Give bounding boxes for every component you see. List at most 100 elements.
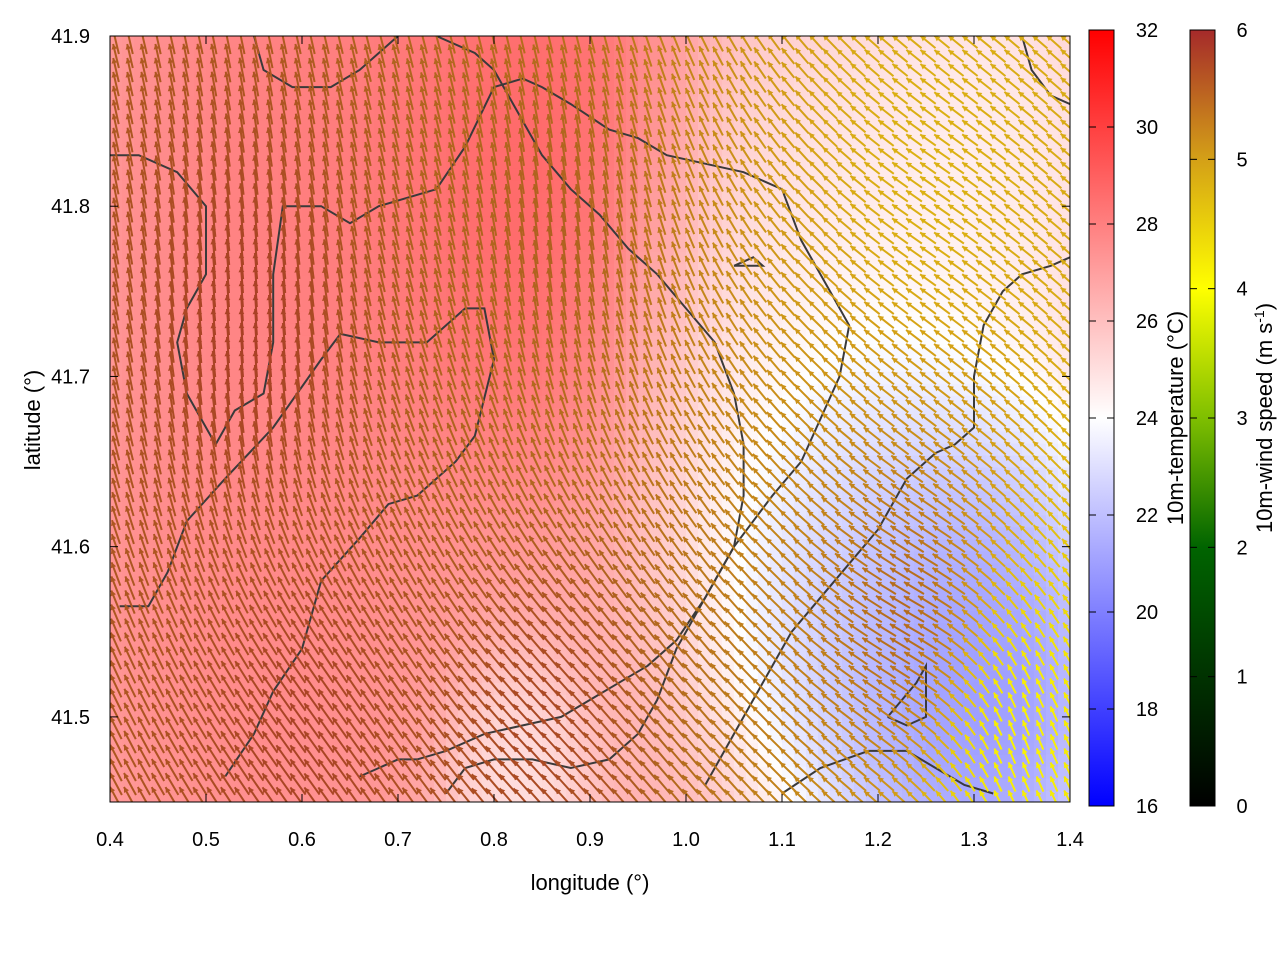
- heatmap-cell: [158, 227, 171, 241]
- heatmap-cell: [242, 119, 255, 133]
- heatmap-cell: [158, 383, 171, 396]
- heatmap-cell: [242, 83, 255, 97]
- heatmap-cell: [134, 706, 147, 719]
- heatmap-cell: [242, 275, 255, 288]
- heatmap-cell: [242, 442, 255, 456]
- heatmap-cell: [230, 347, 243, 360]
- heatmap-cell: [158, 83, 171, 97]
- heatmap-cell: [230, 203, 243, 217]
- heatmap-cell: [242, 155, 255, 169]
- heatmap-cell: [242, 287, 255, 300]
- heatmap-cell: [242, 203, 255, 217]
- heatmap-cell: [806, 323, 819, 336]
- heatmap-cell: [782, 598, 795, 612]
- heatmap-cell: [158, 263, 171, 276]
- heatmap-cell: [986, 610, 999, 624]
- heatmap-cell: [230, 335, 243, 348]
- heatmap-cell: [134, 754, 147, 767]
- heatmap-cell: [158, 107, 171, 121]
- heatmap-cell: [158, 215, 171, 229]
- heatmap-cell: [974, 514, 987, 528]
- heatmap-cell: [218, 706, 231, 719]
- heatmap-cell: [218, 670, 231, 683]
- heatmap-cell: [230, 311, 243, 324]
- heatmap-cell: [866, 790, 879, 802]
- heatmap-cell: [770, 311, 783, 324]
- heatmap-cell: [242, 95, 255, 109]
- heatmap-cell: [158, 299, 171, 312]
- heatmap-cell: [242, 371, 255, 384]
- heatmap-cell: [158, 36, 171, 49]
- heatmap-cell: [158, 287, 171, 300]
- heatmap-cell: [242, 299, 255, 312]
- heatmap-cell: [1034, 131, 1047, 145]
- heatmap-cell: [146, 263, 159, 276]
- heatmap-cell: [158, 311, 171, 324]
- heatmap-cell: [218, 790, 231, 802]
- heatmap-cell: [110, 466, 123, 480]
- heatmap-cell: [218, 754, 231, 767]
- heatmap-cell: [242, 36, 255, 49]
- heatmap-cell: [230, 263, 243, 276]
- heatmap-cell: [242, 323, 255, 336]
- heatmap-cell: [794, 36, 807, 49]
- heatmap-cell: [770, 670, 783, 683]
- heatmap-cell: [158, 466, 171, 480]
- heatmap-cell: [242, 59, 255, 73]
- heatmap-cell: [866, 48, 879, 61]
- heatmap-cell: [686, 586, 699, 600]
- heatmap-cell: [230, 251, 243, 264]
- heatmap-cell: [230, 95, 243, 109]
- heatmap-cell: [230, 167, 243, 181]
- heatmap-cell: [158, 143, 171, 157]
- heatmap-cell: [158, 347, 171, 360]
- heatmap-cell: [890, 48, 903, 61]
- heatmap-cell: [158, 371, 171, 384]
- heatmap-cell: [230, 131, 243, 145]
- heatmap-cell: [158, 203, 171, 217]
- heatmap-cell: [158, 239, 171, 253]
- heatmap-cell: [758, 574, 771, 588]
- heatmap-cell: [158, 407, 171, 420]
- heatmap-cell: [230, 143, 243, 157]
- heatmap-cell: [974, 431, 987, 444]
- heatmap-cell: [146, 538, 159, 552]
- heatmap-cell: [998, 514, 1011, 528]
- heatmap-cell: [734, 203, 747, 217]
- heatmap-cell: [158, 419, 171, 432]
- heatmap-cell: [158, 478, 171, 492]
- heatmap-cell: [146, 179, 159, 193]
- heatmap-cell: [158, 431, 171, 444]
- heatmap-cell: [254, 598, 267, 612]
- heatmap-cell: [170, 598, 183, 612]
- heatmap-cell: [242, 131, 255, 145]
- heatmap-cell: [158, 395, 171, 408]
- heatmap-cell: [146, 299, 159, 312]
- heatmap-cell: [242, 239, 255, 253]
- heatmap-cell: [146, 215, 159, 229]
- heatmap-cell: [866, 766, 879, 779]
- heatmap-cell: [242, 227, 255, 241]
- heatmap-cell: [950, 682, 963, 695]
- heatmap-cell: [794, 59, 807, 73]
- heatmap-cell: [242, 383, 255, 396]
- heatmap-cell: [146, 48, 159, 61]
- heatmap-cell: [158, 359, 171, 372]
- heatmap-cell: [230, 215, 243, 229]
- heatmap-cell: [242, 622, 255, 636]
- heatmap-cell: [242, 48, 255, 61]
- heatmap-cell: [782, 682, 795, 695]
- heatmap-cell: [170, 682, 183, 695]
- heatmap-cell: [158, 323, 171, 336]
- heatmap-cell: [146, 466, 159, 480]
- heatmap-cell: [230, 610, 243, 624]
- plot-area: [110, 36, 1070, 802]
- heatmap-cell: [242, 215, 255, 229]
- heatmap-cell: [158, 131, 171, 145]
- heatmap-cell: [218, 622, 231, 636]
- heatmap-cell: [158, 742, 171, 755]
- heatmap-cell: [242, 407, 255, 420]
- heatmap-cell: [530, 790, 543, 802]
- heatmap-cell: [242, 706, 255, 719]
- heatmap-cell: [782, 407, 795, 420]
